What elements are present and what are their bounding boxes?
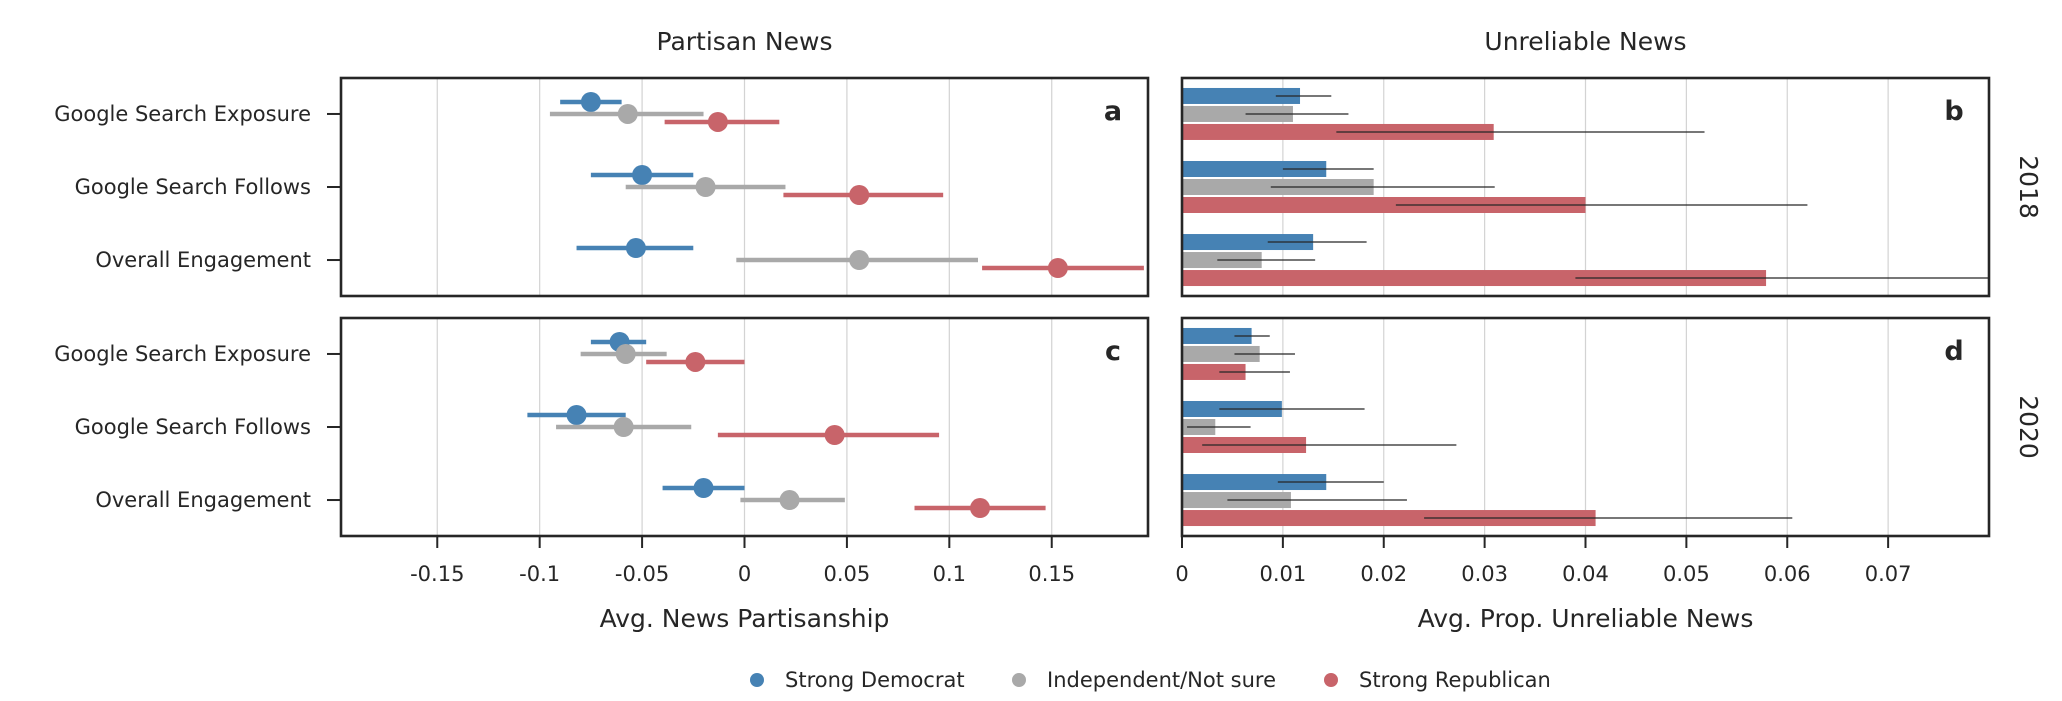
panel-a-category-label: Overall Engagement [95, 248, 311, 272]
panel-c-xtick-label: 0.05 [824, 562, 871, 586]
panel-c-point-strong-republican [824, 425, 845, 445]
panel-c-category-label: Google Search Exposure [54, 342, 311, 366]
panel-a-point-strong-republican [849, 185, 870, 205]
panel-c-category-label: Google Search Follows [75, 415, 311, 439]
panel-d-xtick-label: 0.07 [1865, 562, 1912, 586]
panel-c-xtick-label: -0.05 [615, 562, 669, 586]
panel-d-bar-strong-republican [1182, 363, 1246, 380]
panel-d-xtick-label: 0.06 [1764, 562, 1811, 586]
panel-a-point-independent-not-sure [695, 177, 716, 197]
panel-d-xtick-label: 0.05 [1663, 562, 1710, 586]
panel-d-xtick-label: 0 [1175, 562, 1188, 586]
panel-b-bar-strong-democrat [1182, 161, 1327, 177]
panel-c-category-label: Overall Engagement [95, 488, 311, 512]
row-label-2020: 2020 [2014, 395, 2043, 459]
panel-d-xtick-label: 0.04 [1562, 562, 1609, 586]
panel-a-category-label: Google Search Follows [75, 175, 311, 199]
panel-b-bar-independent-not-sure [1182, 105, 1293, 122]
panel-d-xtick-label: 0.01 [1259, 562, 1306, 586]
legend-marker-independent-not-sure [1012, 673, 1026, 687]
x-axis-label: Avg. News Partisanship [600, 604, 890, 633]
panel-a-point-strong-democrat [625, 238, 646, 259]
panel-d-bar-strong-democrat [1182, 327, 1252, 344]
panel-c-letter: c [1105, 336, 1121, 367]
legend-label-strong-republican: Strong Republican [1359, 668, 1551, 692]
panel-d-xtick-label: 0.03 [1461, 562, 1508, 586]
panel-a-letter: a [1104, 96, 1122, 127]
panel-c-point-strong-democrat [693, 478, 714, 499]
panel-c-point-strong-democrat [566, 405, 587, 425]
panel-a-point-strong-republican [1047, 258, 1068, 279]
column-title: Unreliable News [1484, 27, 1686, 56]
panel-b-letter: b [1944, 96, 1963, 127]
panel-b-bar-strong-republican [1182, 270, 1767, 287]
panel-d-bar-strong-republican [1182, 510, 1596, 527]
panel-d-letter: d [1944, 336, 1963, 367]
panel-c-xtick-label: 0.15 [1028, 562, 1075, 586]
panel-c-xtick-label: 0 [738, 562, 751, 586]
x-axis-label: Avg. Prop. Unreliable News [1418, 604, 1754, 633]
panel-c-point-strong-republican [970, 498, 991, 519]
panel-d-bar-independent-not-sure [1182, 345, 1260, 362]
column-title: Partisan News [657, 27, 833, 56]
panel-c-point-independent-not-sure [615, 343, 636, 364]
legend-marker-strong-republican [1324, 673, 1338, 687]
panel-a-point-strong-democrat [632, 165, 653, 185]
legend-label-independent-not-sure: Independent/Not sure [1047, 668, 1276, 692]
legend-marker-strong-democrat [750, 673, 764, 687]
panel-a-point-strong-republican [707, 111, 728, 132]
panel-a-point-independent-not-sure [617, 103, 638, 124]
panel-b-bar-strong-republican [1182, 197, 1586, 213]
panel-d-bar-strong-democrat [1182, 474, 1327, 491]
panel-d-xtick-label: 0.02 [1360, 562, 1407, 586]
panel-a-point-strong-democrat [580, 91, 601, 112]
panel-b-bar-strong-democrat [1182, 87, 1301, 104]
panel-c-point-strong-republican [685, 351, 706, 372]
row-label-2018: 2018 [2014, 155, 2043, 219]
panel-c-xtick-label: 0.1 [933, 562, 966, 586]
panel-b-bar-strong-democrat [1182, 234, 1314, 251]
legend-label-strong-democrat: Strong Democrat [785, 668, 965, 692]
panel-b-frame [1180, 76, 1991, 298]
panel-c-xtick-label: -0.1 [519, 562, 560, 586]
panel-c-point-independent-not-sure [613, 417, 634, 437]
panel-c-point-independent-not-sure [779, 490, 800, 511]
panel-a-point-independent-not-sure [849, 250, 870, 271]
panel-a-category-label: Google Search Exposure [54, 102, 311, 126]
panel-c-xtick-label: -0.15 [410, 562, 464, 586]
